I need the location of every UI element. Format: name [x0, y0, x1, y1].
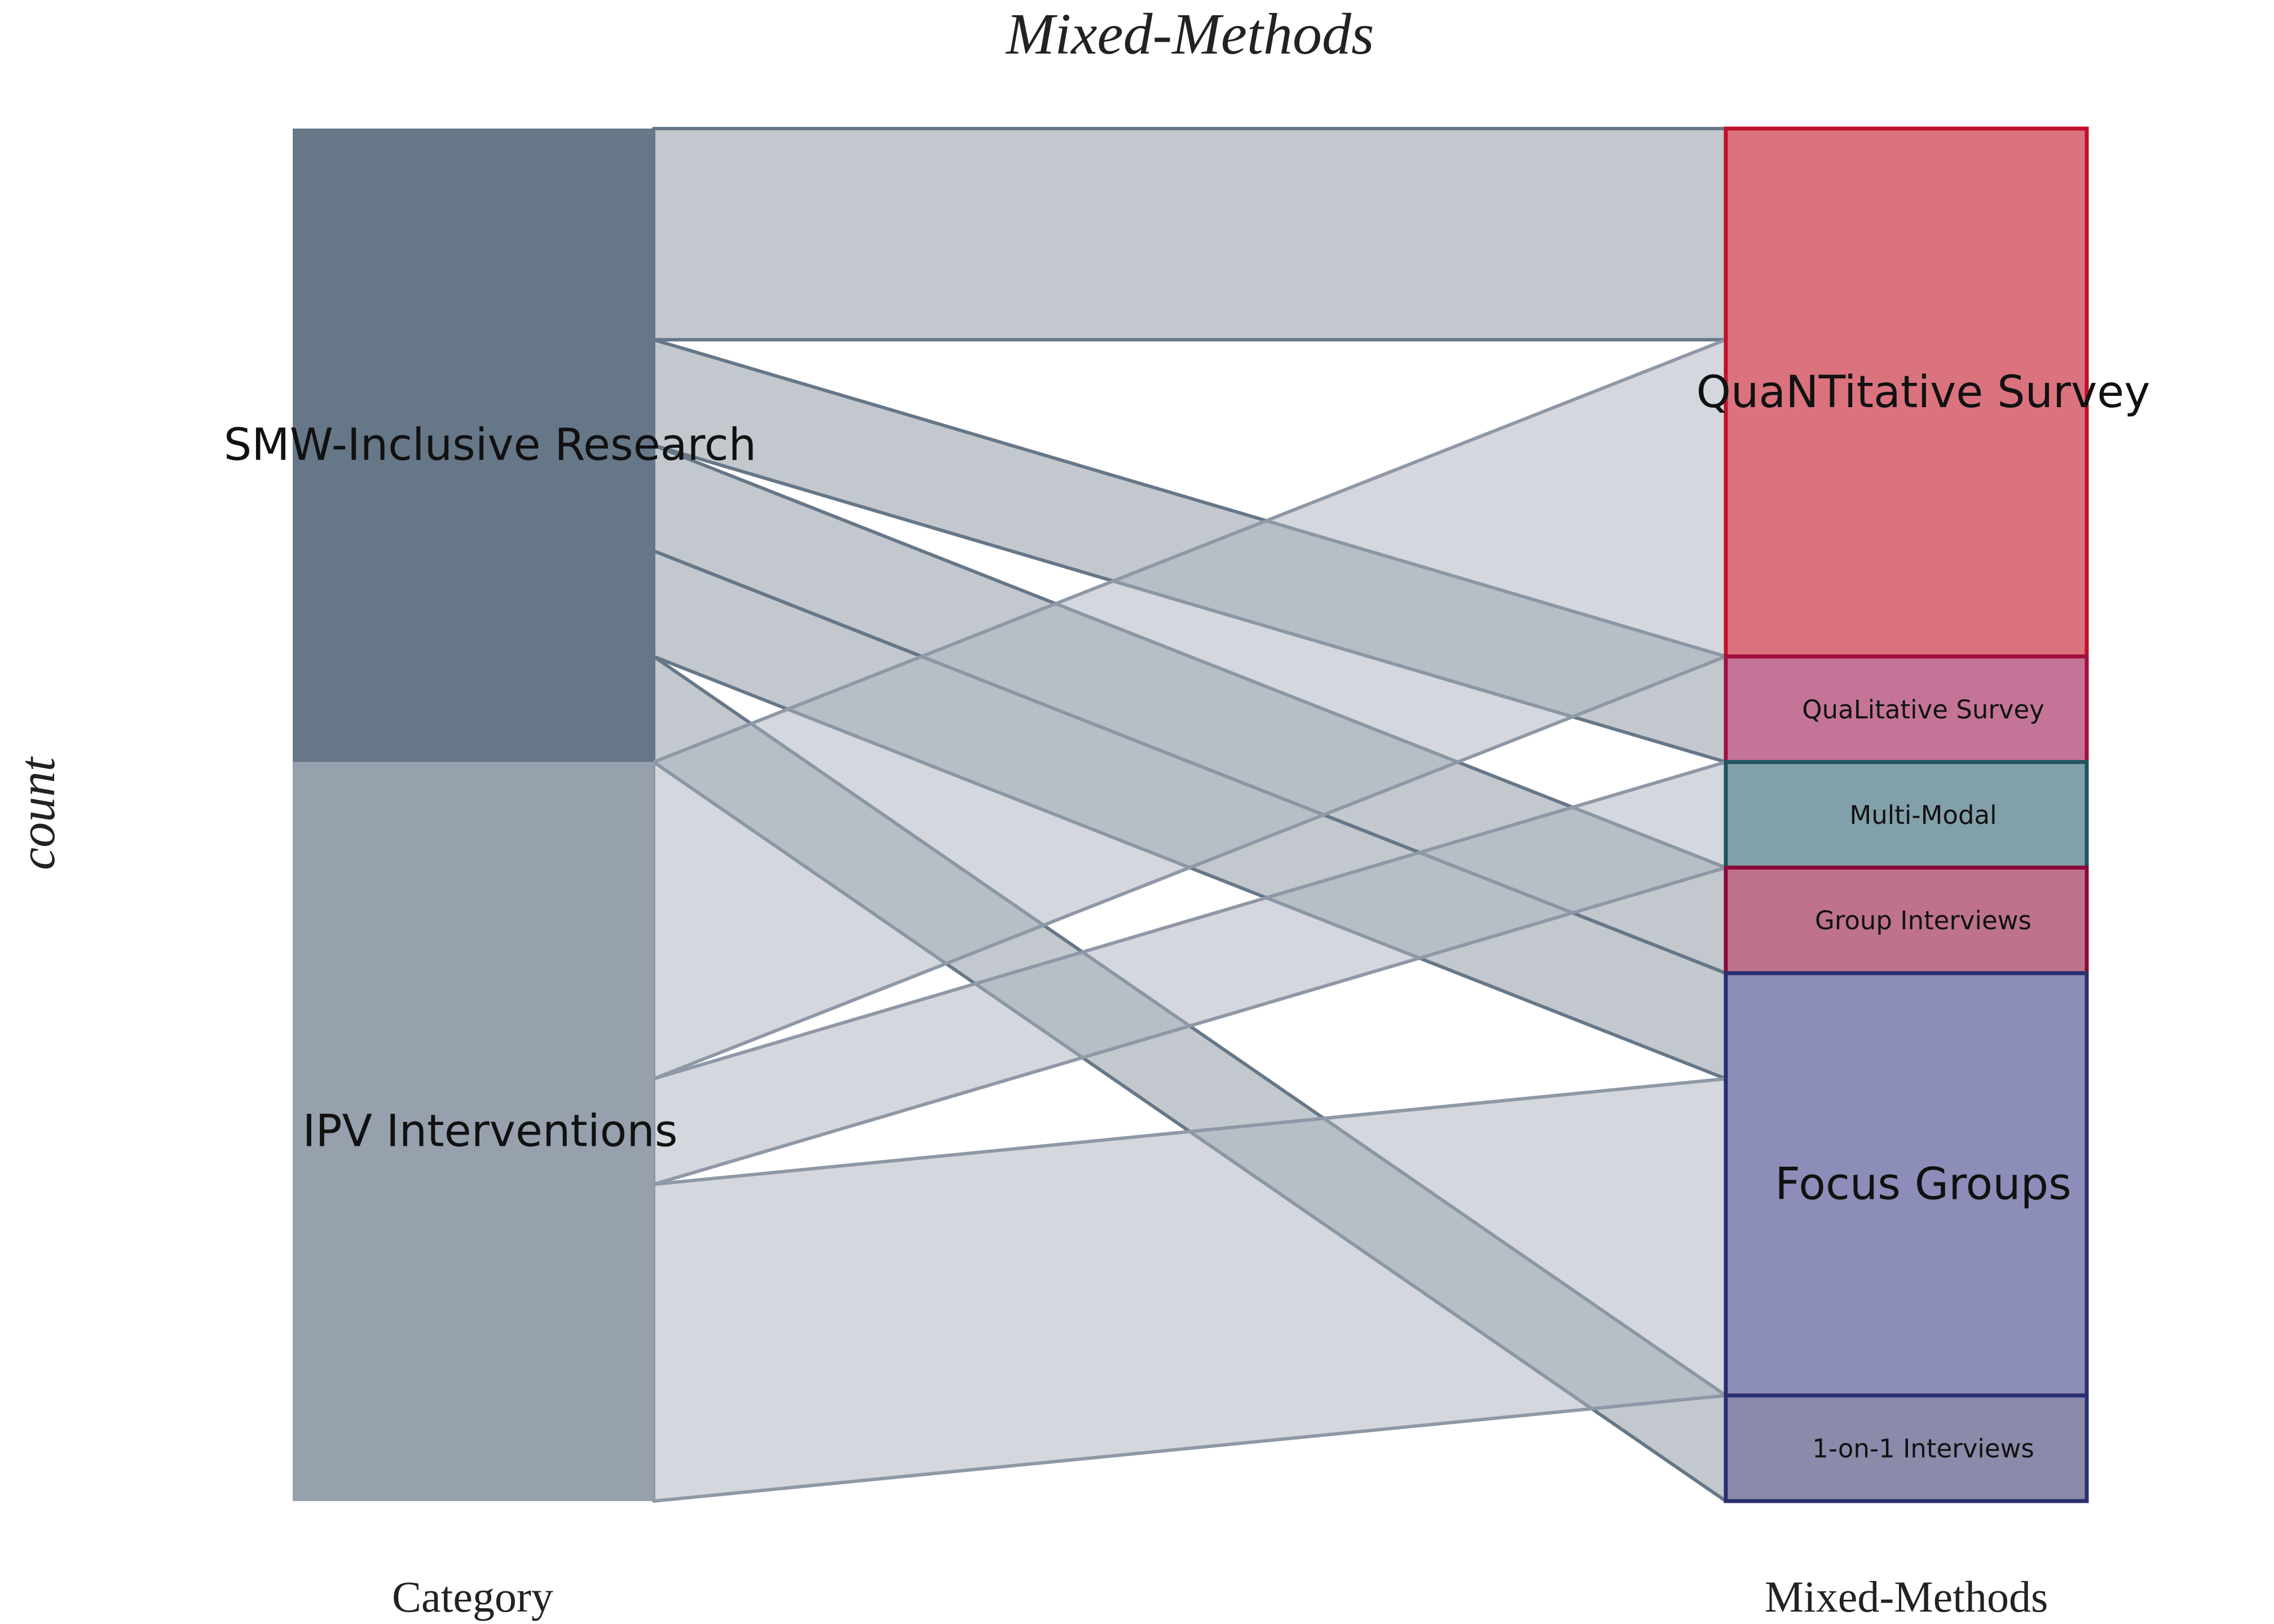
- stratum-quantitative-survey: [1724, 126, 2089, 659]
- stratum-label-1-on-1-interviews: 1-on-1 Interviews: [1812, 1433, 2034, 1463]
- stratum-multi-modal: [1724, 760, 2089, 870]
- stratum-qualitative-survey: [1724, 654, 2089, 764]
- stratum-label-ipv-interventions: IPV Interventions: [303, 1106, 678, 1157]
- stratum-1-on-1-interviews: [1724, 1393, 2089, 1503]
- stratum-label-qualitative-survey: QuaLitative Survey: [1802, 695, 2044, 725]
- y-axis-label: count: [10, 756, 65, 870]
- stratum-focus-groups: [1724, 971, 2089, 1398]
- stratum-smw-inclusive-research: [293, 129, 654, 762]
- stratum-labels-layer: SMW-Inclusive Research IPV Interventions Q…: [224, 367, 2150, 1463]
- chart-title: Mixed-Methods: [1005, 2, 1374, 67]
- stratum-ipv-interventions: [293, 762, 654, 1501]
- stratum-label-smw-inclusive-research: SMW-Inclusive Research: [224, 420, 756, 471]
- stratum-label-focus-groups: Focus Groups: [1775, 1159, 2072, 1210]
- x-axis-label-category: Category: [392, 1572, 553, 1621]
- stratum-label-quantitative-survey: QuaNTitative Survey: [1696, 367, 2150, 418]
- x-axis-label-mixed-methods: Mixed-Methods: [1765, 1572, 2048, 1621]
- strata-layer: [293, 126, 2089, 1503]
- flow-smw-inclusive-research-to-quantitative-survey: [652, 127, 1727, 342]
- flow-ipv-interventions-to-focus-groups: [652, 1077, 1727, 1503]
- stratum-label-multi-modal: Multi-Modal: [1849, 800, 1997, 830]
- flows-layer: [652, 127, 1727, 1503]
- stratum-label-group-interviews: Group Interviews: [1815, 906, 2031, 935]
- stratum-group-interviews: [1724, 866, 2089, 976]
